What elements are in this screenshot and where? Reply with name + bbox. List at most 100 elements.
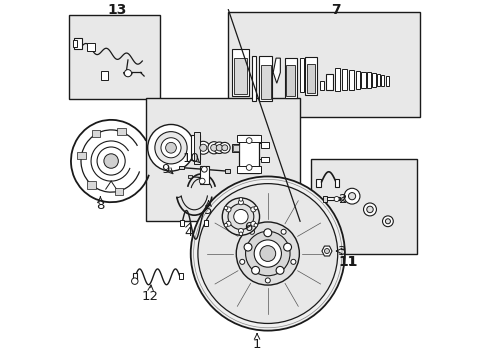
Text: 12: 12 xyxy=(142,290,159,303)
Polygon shape xyxy=(321,246,331,256)
Text: 7: 7 xyxy=(330,3,340,17)
Text: 3: 3 xyxy=(337,245,346,258)
Circle shape xyxy=(250,221,255,226)
Bar xyxy=(194,132,199,164)
Bar xyxy=(319,81,324,90)
Circle shape xyxy=(348,193,355,200)
Bar xyxy=(361,72,365,88)
Circle shape xyxy=(103,154,118,168)
Bar xyxy=(203,220,207,226)
Circle shape xyxy=(290,259,295,264)
Bar xyxy=(233,145,238,151)
Circle shape xyxy=(222,198,259,235)
Text: 2: 2 xyxy=(338,193,346,206)
Circle shape xyxy=(239,198,242,201)
Circle shape xyxy=(196,141,209,154)
Circle shape xyxy=(239,259,244,264)
Circle shape xyxy=(216,145,222,151)
Circle shape xyxy=(201,166,207,172)
Circle shape xyxy=(210,144,217,151)
Circle shape xyxy=(385,219,389,224)
Bar xyxy=(87,43,95,51)
Circle shape xyxy=(276,266,284,274)
Circle shape xyxy=(382,216,392,227)
Bar xyxy=(228,12,419,117)
Text: 10: 10 xyxy=(183,152,200,165)
Circle shape xyxy=(239,232,242,235)
Bar xyxy=(381,75,384,86)
Bar xyxy=(306,64,315,93)
Circle shape xyxy=(363,203,376,216)
Circle shape xyxy=(253,224,257,227)
Bar xyxy=(334,68,340,91)
Bar xyxy=(316,179,320,187)
Bar xyxy=(323,196,326,202)
Text: 13: 13 xyxy=(107,3,127,17)
Circle shape xyxy=(238,200,243,205)
Bar xyxy=(310,158,416,253)
Circle shape xyxy=(225,221,230,226)
Circle shape xyxy=(253,206,257,210)
Bar xyxy=(145,98,300,221)
Bar xyxy=(73,40,77,48)
Text: 9: 9 xyxy=(161,163,169,176)
Bar xyxy=(69,15,160,99)
Circle shape xyxy=(245,231,289,276)
Circle shape xyxy=(254,240,281,267)
Bar xyxy=(92,130,100,138)
Circle shape xyxy=(199,178,204,184)
Bar xyxy=(101,71,108,80)
Bar xyxy=(348,70,353,90)
Bar xyxy=(117,128,125,135)
Bar xyxy=(260,143,268,148)
Circle shape xyxy=(161,138,181,158)
Bar xyxy=(258,56,272,101)
Bar xyxy=(74,39,82,49)
Circle shape xyxy=(199,144,206,151)
Circle shape xyxy=(265,278,270,283)
Circle shape xyxy=(207,142,220,154)
Bar xyxy=(260,65,270,99)
Text: 5: 5 xyxy=(204,204,212,217)
Circle shape xyxy=(213,142,224,153)
Text: 1: 1 xyxy=(252,338,261,351)
Circle shape xyxy=(233,210,247,224)
Circle shape xyxy=(236,222,299,285)
Circle shape xyxy=(246,165,251,170)
Circle shape xyxy=(264,229,271,237)
Circle shape xyxy=(344,188,359,204)
Circle shape xyxy=(222,145,227,151)
Circle shape xyxy=(224,206,227,210)
Bar xyxy=(300,58,303,92)
Circle shape xyxy=(124,69,131,77)
Circle shape xyxy=(155,132,187,164)
Polygon shape xyxy=(273,58,280,83)
Circle shape xyxy=(190,176,344,330)
Bar xyxy=(114,188,123,195)
Bar xyxy=(233,58,247,94)
Bar xyxy=(199,166,208,184)
Bar xyxy=(284,58,297,98)
Text: 4: 4 xyxy=(184,225,193,239)
Bar xyxy=(180,220,183,226)
Circle shape xyxy=(246,138,251,144)
Bar xyxy=(237,166,260,173)
Text: 11: 11 xyxy=(338,255,358,269)
Bar xyxy=(190,135,199,160)
Circle shape xyxy=(260,246,275,261)
Circle shape xyxy=(281,229,285,234)
Text: 11: 11 xyxy=(339,255,356,268)
Circle shape xyxy=(219,143,230,153)
Bar xyxy=(179,273,183,279)
Circle shape xyxy=(238,229,243,233)
Circle shape xyxy=(333,197,339,202)
Bar xyxy=(386,76,388,86)
Bar xyxy=(376,74,380,86)
Circle shape xyxy=(249,229,254,234)
Bar xyxy=(251,56,255,101)
Bar xyxy=(366,72,370,87)
Circle shape xyxy=(227,204,253,230)
Circle shape xyxy=(244,243,251,251)
Bar xyxy=(371,73,375,87)
Bar xyxy=(334,179,339,187)
